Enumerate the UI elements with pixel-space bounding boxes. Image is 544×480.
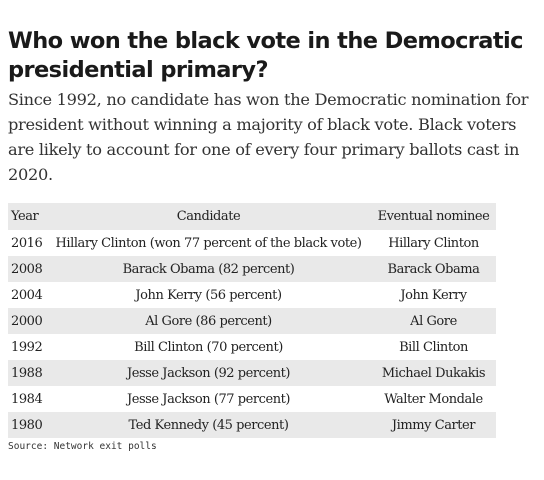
table-row: 2004 John Kerry (56 percent) John Kerry xyxy=(8,282,496,308)
source-note: Source: Network exit polls xyxy=(8,441,157,452)
table-row: 1984 Jesse Jackson (77 percent) Walter M… xyxy=(8,386,496,412)
nominee-cell: Barack Obama xyxy=(371,256,496,282)
nominee-cell: Al Gore xyxy=(371,308,496,334)
candidate-cell: Jesse Jackson (77 percent) xyxy=(126,391,291,407)
candidate-cell: Jesse Jackson (92 percent) xyxy=(46,360,371,386)
nominee-cell: Michael Dukakis xyxy=(371,360,496,386)
candidate-cell: Al Gore (86 percent) xyxy=(46,308,371,334)
nominee-cell: Walter Mondale xyxy=(384,391,483,407)
year-cell: 2000 xyxy=(8,308,46,334)
nominee-cell: John Kerry xyxy=(400,287,467,303)
table-row: 1992 Bill Clinton (70 percent) Bill Clin… xyxy=(8,334,496,360)
column-header-candidate: Candidate xyxy=(46,203,371,230)
nominee-cell: Jimmy Carter xyxy=(371,412,496,438)
candidate-cell: Barack Obama (82 percent) xyxy=(46,256,371,282)
candidate-cell: Bill Clinton (70 percent) xyxy=(134,339,283,355)
table-row: 1988 Jesse Jackson (92 percent) Michael … xyxy=(8,360,496,386)
candidate-cell: Hillary Clinton (won 77 percent of the b… xyxy=(55,235,362,251)
nominee-cell: Bill Clinton xyxy=(399,339,468,355)
table-row: 2008 Barack Obama (82 percent) Barack Ob… xyxy=(8,256,496,282)
candidate-cell: Ted Kennedy (45 percent) xyxy=(46,412,371,438)
year-cell: 2004 xyxy=(11,287,43,303)
nominee-cell: Hillary Clinton xyxy=(388,235,479,251)
table-row: 2016 Hillary Clinton (won 77 percent of … xyxy=(8,230,496,256)
graphic-title: Who won the black vote in the Democratic… xyxy=(8,28,524,83)
year-cell: 2016 xyxy=(11,235,43,251)
results-table: Year Candidate Eventual nominee 2016 Hil… xyxy=(8,203,496,438)
year-cell: 1980 xyxy=(8,412,46,438)
article-graphic: Who won the black vote in the Democratic… xyxy=(8,0,540,453)
year-cell: 1984 xyxy=(11,391,43,407)
table-row: 2000 Al Gore (86 percent) Al Gore xyxy=(8,308,496,334)
column-header-nominee: Eventual nominee xyxy=(371,203,496,230)
year-cell: 2008 xyxy=(8,256,46,282)
year-cell: 1988 xyxy=(8,360,46,386)
candidate-cell: John Kerry (56 percent) xyxy=(135,287,282,303)
graphic-description: Since 1992, no candidate has won the Dem… xyxy=(8,90,529,184)
table-header-row: Year Candidate Eventual nominee xyxy=(8,203,496,230)
year-cell: 1992 xyxy=(11,339,43,355)
table-row: 1980 Ted Kennedy (45 percent) Jimmy Cart… xyxy=(8,412,496,438)
column-header-year: Year xyxy=(8,203,46,230)
